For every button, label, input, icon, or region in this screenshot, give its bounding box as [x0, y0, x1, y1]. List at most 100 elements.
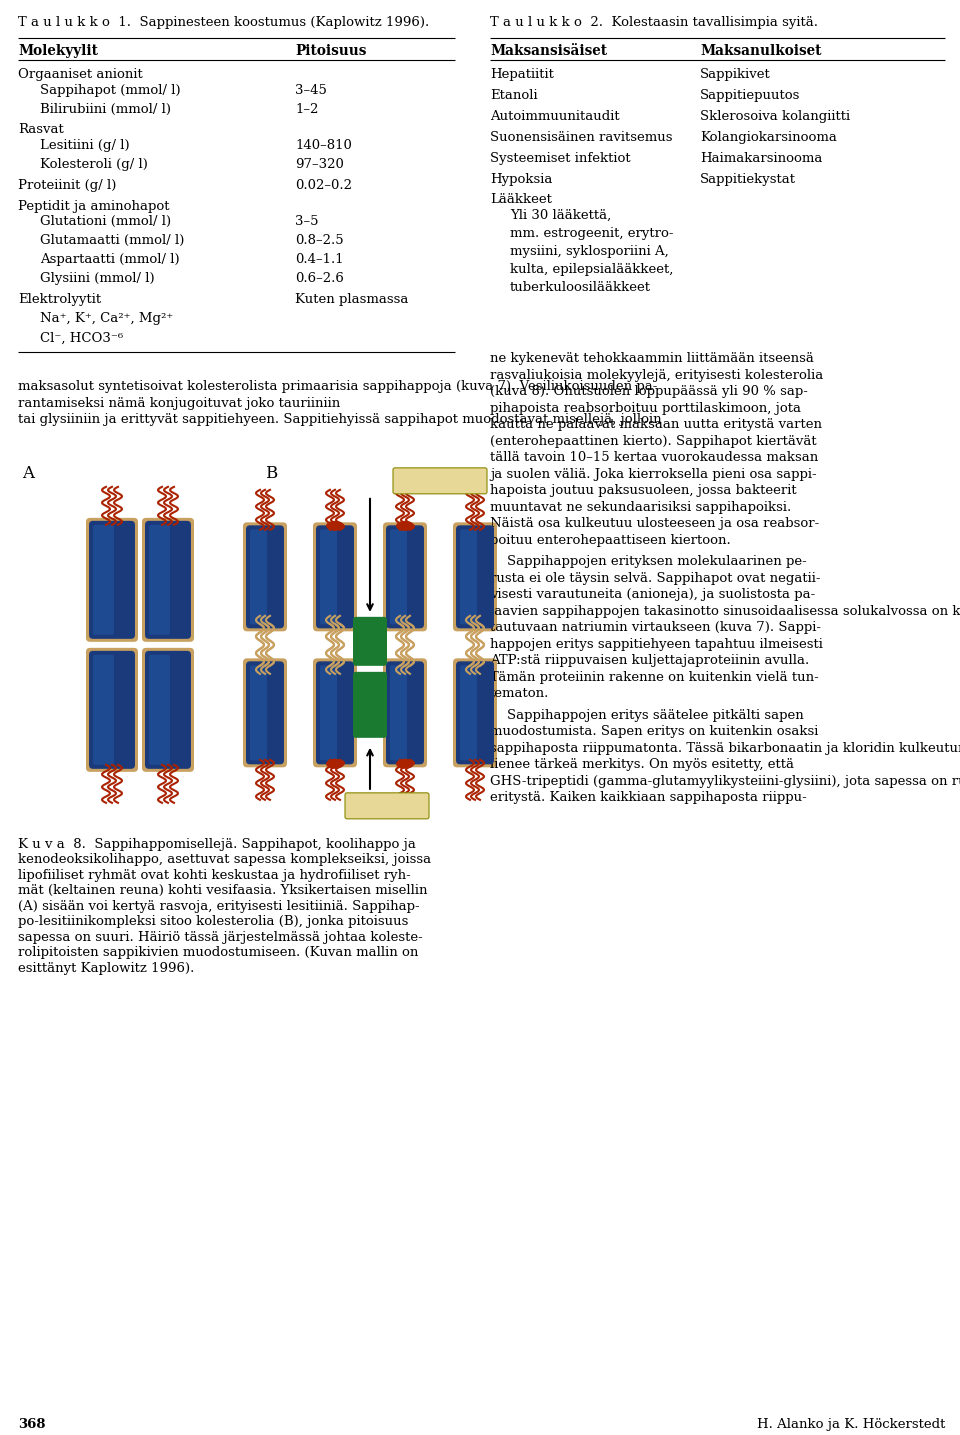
- Text: Haimakarsinooma: Haimakarsinooma: [700, 152, 823, 165]
- FancyBboxPatch shape: [86, 647, 138, 772]
- Text: K u v a  8.  Sappihappomisellejä. Sappihapot, koolihappo ja: K u v a 8. Sappihappomisellejä. Sappihap…: [18, 838, 416, 851]
- Text: Glysiini (mmol/ l): Glysiini (mmol/ l): [40, 273, 155, 286]
- Text: Glutationi (mmol/ l): Glutationi (mmol/ l): [40, 215, 171, 228]
- Text: Sklerosoiva kolangiitti: Sklerosoiva kolangiitti: [700, 110, 851, 123]
- Text: Pitoisuus: Pitoisuus: [295, 44, 367, 57]
- FancyBboxPatch shape: [353, 617, 387, 666]
- Text: Maksansisäiset: Maksansisäiset: [490, 44, 607, 57]
- Text: (kuva 8). Ohutsuolen loppupäässä yli 90 % sap-: (kuva 8). Ohutsuolen loppupäässä yli 90 …: [490, 386, 808, 399]
- FancyBboxPatch shape: [320, 666, 337, 761]
- FancyBboxPatch shape: [250, 666, 267, 761]
- Ellipse shape: [326, 521, 344, 531]
- Text: Systeemiset infektiot: Systeemiset infektiot: [490, 152, 631, 165]
- Text: maksasolut syntetisoivat kolesterolista primaarisia sappihappoja (kuva 7). Vesil: maksasolut syntetisoivat kolesterolista …: [18, 380, 658, 393]
- Text: tematon.: tematon.: [490, 687, 549, 700]
- Text: Lesitiini (g/ l): Lesitiini (g/ l): [40, 139, 130, 152]
- FancyBboxPatch shape: [460, 666, 477, 761]
- Text: Peptidit ja aminohapot: Peptidit ja aminohapot: [18, 199, 170, 212]
- FancyBboxPatch shape: [353, 672, 387, 738]
- FancyBboxPatch shape: [386, 525, 424, 629]
- Text: Yli 30 lääkettä,: Yli 30 lääkettä,: [510, 210, 612, 222]
- Text: 3–5: 3–5: [295, 215, 319, 228]
- FancyBboxPatch shape: [453, 522, 497, 631]
- FancyBboxPatch shape: [456, 662, 494, 765]
- Text: tautuvaan natriumin virtaukseen (kuva 7). Sappi-: tautuvaan natriumin virtaukseen (kuva 7)…: [490, 621, 821, 634]
- FancyBboxPatch shape: [316, 662, 354, 765]
- Text: muuntavat ne sekundaarisiksi sappihapoiksi.: muuntavat ne sekundaarisiksi sappihapoik…: [490, 501, 791, 514]
- FancyBboxPatch shape: [390, 666, 407, 761]
- FancyBboxPatch shape: [250, 530, 267, 624]
- Text: esittänyt Kaplowitz 1996).: esittänyt Kaplowitz 1996).: [18, 961, 194, 974]
- Text: B: B: [265, 465, 277, 482]
- FancyBboxPatch shape: [393, 468, 487, 494]
- FancyBboxPatch shape: [313, 522, 357, 631]
- Text: T a u l u k k o  1.  Sappinesteen koostumus (Kaplowitz 1996).: T a u l u k k o 1. Sappinesteen koostumu…: [18, 16, 429, 29]
- Text: 0.8–2.5: 0.8–2.5: [295, 234, 344, 247]
- Text: Aspartaatti (mmol/ l): Aspartaatti (mmol/ l): [40, 254, 180, 267]
- Text: Molekyylit: Molekyylit: [18, 44, 98, 57]
- Text: (A) sisään voi kertyä rasvoja, erityisesti lesitiiniä. Sappihap-: (A) sisään voi kertyä rasvoja, erityises…: [18, 900, 420, 913]
- Text: Näistä osa kulkeutuu ulosteeseen ja osa reabsor-: Näistä osa kulkeutuu ulosteeseen ja osa …: [490, 518, 819, 531]
- FancyBboxPatch shape: [149, 525, 170, 634]
- FancyBboxPatch shape: [320, 530, 337, 624]
- Text: 140–810: 140–810: [295, 139, 352, 152]
- Text: 0.4–1.1: 0.4–1.1: [295, 254, 344, 267]
- Text: A: A: [22, 465, 34, 482]
- FancyBboxPatch shape: [89, 521, 135, 639]
- FancyBboxPatch shape: [453, 659, 497, 768]
- Text: 368: 368: [18, 1418, 45, 1431]
- Text: po-lesitiinikompleksi sitoo kolesterolia (B), jonka pitoisuus: po-lesitiinikompleksi sitoo kolesterolia…: [18, 916, 408, 928]
- Ellipse shape: [326, 759, 344, 769]
- Text: tuberkuloosilääkkeet: tuberkuloosilääkkeet: [510, 281, 651, 294]
- Text: 0.6–2.6: 0.6–2.6: [295, 273, 344, 286]
- Text: Sappikivet: Sappikivet: [700, 67, 771, 80]
- Text: Suonensisäinen ravitsemus: Suonensisäinen ravitsemus: [490, 131, 673, 144]
- FancyBboxPatch shape: [93, 525, 114, 634]
- Text: Sappihapot (mmol/ l): Sappihapot (mmol/ l): [40, 83, 180, 96]
- FancyBboxPatch shape: [313, 659, 357, 768]
- Text: lienee tärkeä merkitys. On myös esitetty, että: lienee tärkeä merkitys. On myös esitetty…: [490, 758, 794, 771]
- Text: muodostumista. Sapen eritys on kuitenkin osaksi: muodostumista. Sapen eritys on kuitenkin…: [490, 725, 818, 738]
- FancyBboxPatch shape: [142, 518, 194, 641]
- Text: ja suolen väliä. Joka kierroksella pieni osa sappi-: ja suolen väliä. Joka kierroksella pieni…: [490, 468, 817, 481]
- Text: Cl⁻, HCO3⁻⁶: Cl⁻, HCO3⁻⁶: [40, 331, 123, 344]
- FancyBboxPatch shape: [145, 651, 191, 769]
- FancyBboxPatch shape: [246, 525, 284, 629]
- Text: Tämän proteiinin rakenne on kuitenkin vielä tun-: Tämän proteiinin rakenne on kuitenkin vi…: [490, 670, 819, 684]
- Text: Proteiinit (g/ l): Proteiinit (g/ l): [18, 179, 116, 192]
- Text: Rasvat: Rasvat: [18, 123, 63, 136]
- Text: GHS-tripeptidi (gamma-glutamyylikysteiini-glysiini), jota sapessa on runsaasti, : GHS-tripeptidi (gamma-glutamyylikysteiin…: [490, 775, 960, 788]
- Text: Sappihappojen erityksen molekulaarinen pe-: Sappihappojen erityksen molekulaarinen p…: [490, 555, 806, 568]
- FancyBboxPatch shape: [243, 659, 287, 768]
- Text: sapessa on suuri. Häiriö tässä järjestelmässä johtaa koleste-: sapessa on suuri. Häiriö tässä järjestel…: [18, 931, 422, 944]
- FancyBboxPatch shape: [145, 521, 191, 639]
- Text: kulta, epilepsialääkkeet,: kulta, epilepsialääkkeet,: [510, 263, 673, 276]
- Text: Hepatiitit: Hepatiitit: [490, 67, 554, 80]
- Text: mm. estrogeenit, erytro-: mm. estrogeenit, erytro-: [510, 227, 674, 240]
- Text: boituu enterohepaattiseen kiertoon.: boituu enterohepaattiseen kiertoon.: [490, 534, 731, 547]
- FancyBboxPatch shape: [386, 662, 424, 765]
- Text: ne kykenevät tehokkaammin liittämään itseensä: ne kykenevät tehokkaammin liittämään its…: [490, 353, 814, 366]
- Text: happojen eritys sappitiehyeen tapahtuu ilmeisesti: happojen eritys sappitiehyeen tapahtuu i…: [490, 637, 823, 651]
- Text: T a u l u k k o  2.  Kolestaasin tavallisimpia syitä.: T a u l u k k o 2. Kolestaasin tavallisi…: [490, 16, 818, 29]
- FancyBboxPatch shape: [390, 530, 407, 624]
- FancyBboxPatch shape: [456, 525, 494, 629]
- FancyBboxPatch shape: [316, 525, 354, 629]
- Text: rusta ei ole täysin selvä. Sappihapot ovat negatii-: rusta ei ole täysin selvä. Sappihapot ov…: [490, 571, 821, 585]
- FancyBboxPatch shape: [460, 530, 477, 624]
- Text: visesti varautuneita (anioneja), ja suolistosta pa-: visesti varautuneita (anioneja), ja suol…: [490, 588, 815, 601]
- Text: kautta ne palaavat maksaan uutta eritystä varten: kautta ne palaavat maksaan uutta erityst…: [490, 419, 822, 432]
- FancyBboxPatch shape: [246, 662, 284, 765]
- Text: kolesteroli: kolesteroli: [400, 469, 470, 482]
- Text: laavien sappihappojen takasinotto sinusoidaalisessa solukalvossa on kytkeytynyt : laavien sappihappojen takasinotto sinuso…: [490, 604, 960, 618]
- Text: lipofiiliset ryhmät ovat kohti keskustaa ja hydrofiiliset ryh-: lipofiiliset ryhmät ovat kohti keskustaa…: [18, 868, 411, 883]
- Text: Lääkkeet: Lääkkeet: [490, 194, 552, 207]
- Text: eritystä. Kaiken kaikkiaan sappihaposta riippu-: eritystä. Kaiken kaikkiaan sappihaposta …: [490, 791, 806, 804]
- FancyBboxPatch shape: [243, 522, 287, 631]
- FancyBboxPatch shape: [345, 794, 429, 819]
- Text: ATP:stä riippuvaisen kuljettajaproteiinin avulla.: ATP:stä riippuvaisen kuljettajaproteiini…: [490, 654, 809, 667]
- Text: mät (keltainen reuna) kohti vesifaasia. Yksikertaisen misellin: mät (keltainen reuna) kohti vesifaasia. …: [18, 884, 427, 897]
- Text: rasvaliukoisia molekyylejä, erityisesti kolesterolia: rasvaliukoisia molekyylejä, erityisesti …: [490, 369, 824, 382]
- Text: tällä tavoin 10–15 kertaa vuorokaudessa maksan: tällä tavoin 10–15 kertaa vuorokaudessa …: [490, 452, 818, 465]
- Text: kenodeoksikolihappo, asettuvat sapessa komplekseiksi, joissa: kenodeoksikolihappo, asettuvat sapessa k…: [18, 854, 431, 867]
